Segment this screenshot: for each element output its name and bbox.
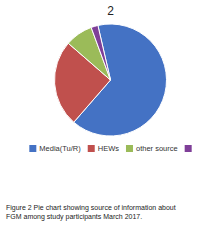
legend-swatch <box>29 145 36 152</box>
pie-slice <box>91 25 110 80</box>
legend-swatch <box>185 145 192 152</box>
legend-label: Media(Tu/R) <box>39 144 81 153</box>
legend: Media(Tu/R) HEWs other source <box>29 144 191 153</box>
pie <box>55 24 167 136</box>
chart: 2 Media(Tu/R) HEWs other source Figure 2 Pie… <box>0 0 221 227</box>
legend-swatch <box>126 145 133 152</box>
title: 2 <box>107 4 114 18</box>
legend-label: HEWs <box>98 144 119 153</box>
legend-label: other source <box>136 144 178 153</box>
legend-swatch <box>88 145 95 152</box>
caption-line: Figure 2 Pie chart showing source of inf… <box>6 204 176 212</box>
caption-line: FGM among study participants March 2017. <box>6 213 142 221</box>
caption: Figure 2 Pie chart showing source of inf… <box>6 204 176 221</box>
